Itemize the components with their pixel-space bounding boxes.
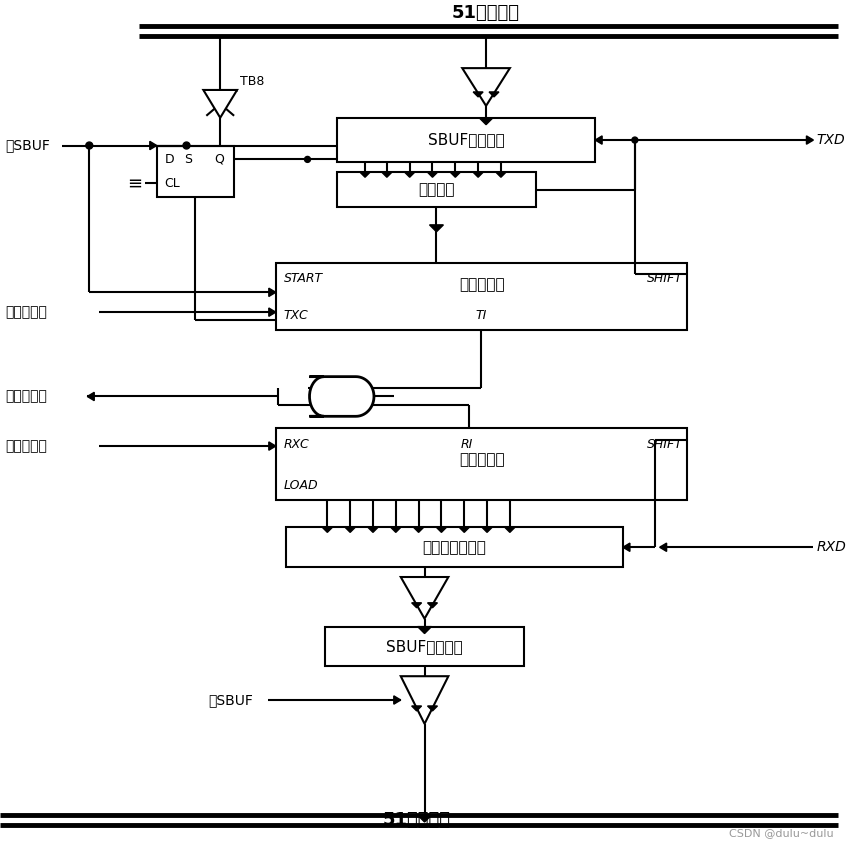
Bar: [286, 527, 623, 567]
Polygon shape: [623, 543, 630, 551]
Polygon shape: [660, 543, 666, 551]
Text: S: S: [184, 153, 192, 166]
Polygon shape: [405, 172, 415, 177]
Polygon shape: [428, 603, 438, 608]
Text: 发送控制器: 发送控制器: [459, 277, 504, 292]
Text: SBUF（接收）: SBUF（接收）: [386, 639, 463, 654]
Circle shape: [86, 142, 93, 149]
Polygon shape: [473, 92, 483, 97]
Text: SHIFT: SHIFT: [647, 438, 683, 451]
Polygon shape: [429, 225, 444, 232]
Text: 定时器分频: 定时器分频: [5, 305, 47, 319]
Polygon shape: [309, 377, 374, 416]
Polygon shape: [400, 676, 448, 724]
Polygon shape: [394, 696, 400, 704]
Polygon shape: [436, 527, 446, 533]
Bar: [275, 428, 688, 499]
Polygon shape: [462, 68, 510, 106]
Polygon shape: [482, 527, 492, 533]
Text: 串行口中断: 串行口中断: [5, 389, 47, 404]
Text: LOAD: LOAD: [284, 479, 319, 492]
Text: SBUF（发送）: SBUF（发送）: [428, 132, 505, 148]
Polygon shape: [411, 706, 422, 711]
Bar: [156, 146, 234, 197]
Polygon shape: [450, 172, 460, 177]
Text: Q: Q: [214, 153, 224, 166]
Text: TI: TI: [475, 309, 487, 322]
Text: SHIFT: SHIFT: [647, 272, 683, 286]
Polygon shape: [400, 577, 448, 619]
Polygon shape: [505, 527, 515, 533]
Text: 51内部总线: 51内部总线: [452, 3, 520, 21]
Polygon shape: [428, 172, 438, 177]
Text: 51内部总线: 51内部总线: [382, 811, 450, 829]
Text: 接收移位寄存器: 接收移位寄存器: [422, 540, 486, 555]
Text: TXC: TXC: [284, 309, 309, 322]
Text: RXC: RXC: [284, 438, 309, 451]
Polygon shape: [345, 527, 355, 533]
Bar: [337, 172, 536, 207]
Polygon shape: [496, 172, 506, 177]
Polygon shape: [368, 527, 378, 533]
Polygon shape: [417, 627, 432, 633]
Bar: [326, 627, 524, 667]
Text: TXD: TXD: [816, 133, 845, 147]
Text: 零检测器: 零检测器: [418, 182, 455, 197]
Polygon shape: [417, 815, 432, 822]
Text: RXD: RXD: [816, 540, 846, 555]
Text: 接收控制器: 接收控制器: [459, 453, 504, 467]
Polygon shape: [269, 442, 275, 450]
Text: RI: RI: [461, 438, 473, 451]
Polygon shape: [150, 142, 156, 150]
Polygon shape: [88, 393, 94, 400]
Text: D: D: [165, 153, 174, 166]
Circle shape: [183, 142, 190, 149]
Circle shape: [632, 137, 638, 143]
Text: ≡: ≡: [128, 174, 143, 192]
Polygon shape: [203, 90, 237, 118]
Polygon shape: [269, 308, 275, 316]
Text: 写SBUF: 写SBUF: [5, 138, 50, 153]
Polygon shape: [479, 118, 493, 125]
Polygon shape: [360, 172, 370, 177]
Polygon shape: [411, 603, 422, 608]
Polygon shape: [428, 706, 438, 711]
Text: 定时器分频: 定时器分频: [5, 439, 47, 453]
Polygon shape: [269, 288, 275, 297]
Text: CSDN @dulu~dulu: CSDN @dulu~dulu: [728, 828, 833, 838]
Text: START: START: [284, 272, 323, 286]
Bar: [337, 118, 595, 162]
Text: CL: CL: [165, 176, 180, 190]
Polygon shape: [489, 92, 499, 97]
Bar: [275, 263, 688, 330]
Polygon shape: [807, 136, 813, 144]
Text: 读SBUF: 读SBUF: [208, 693, 253, 707]
Polygon shape: [459, 527, 469, 533]
Polygon shape: [382, 172, 392, 177]
Polygon shape: [595, 136, 602, 144]
Polygon shape: [414, 527, 423, 533]
Circle shape: [304, 156, 310, 162]
Polygon shape: [473, 172, 483, 177]
Polygon shape: [391, 527, 400, 533]
Text: TB8: TB8: [240, 75, 264, 88]
Polygon shape: [322, 527, 332, 533]
